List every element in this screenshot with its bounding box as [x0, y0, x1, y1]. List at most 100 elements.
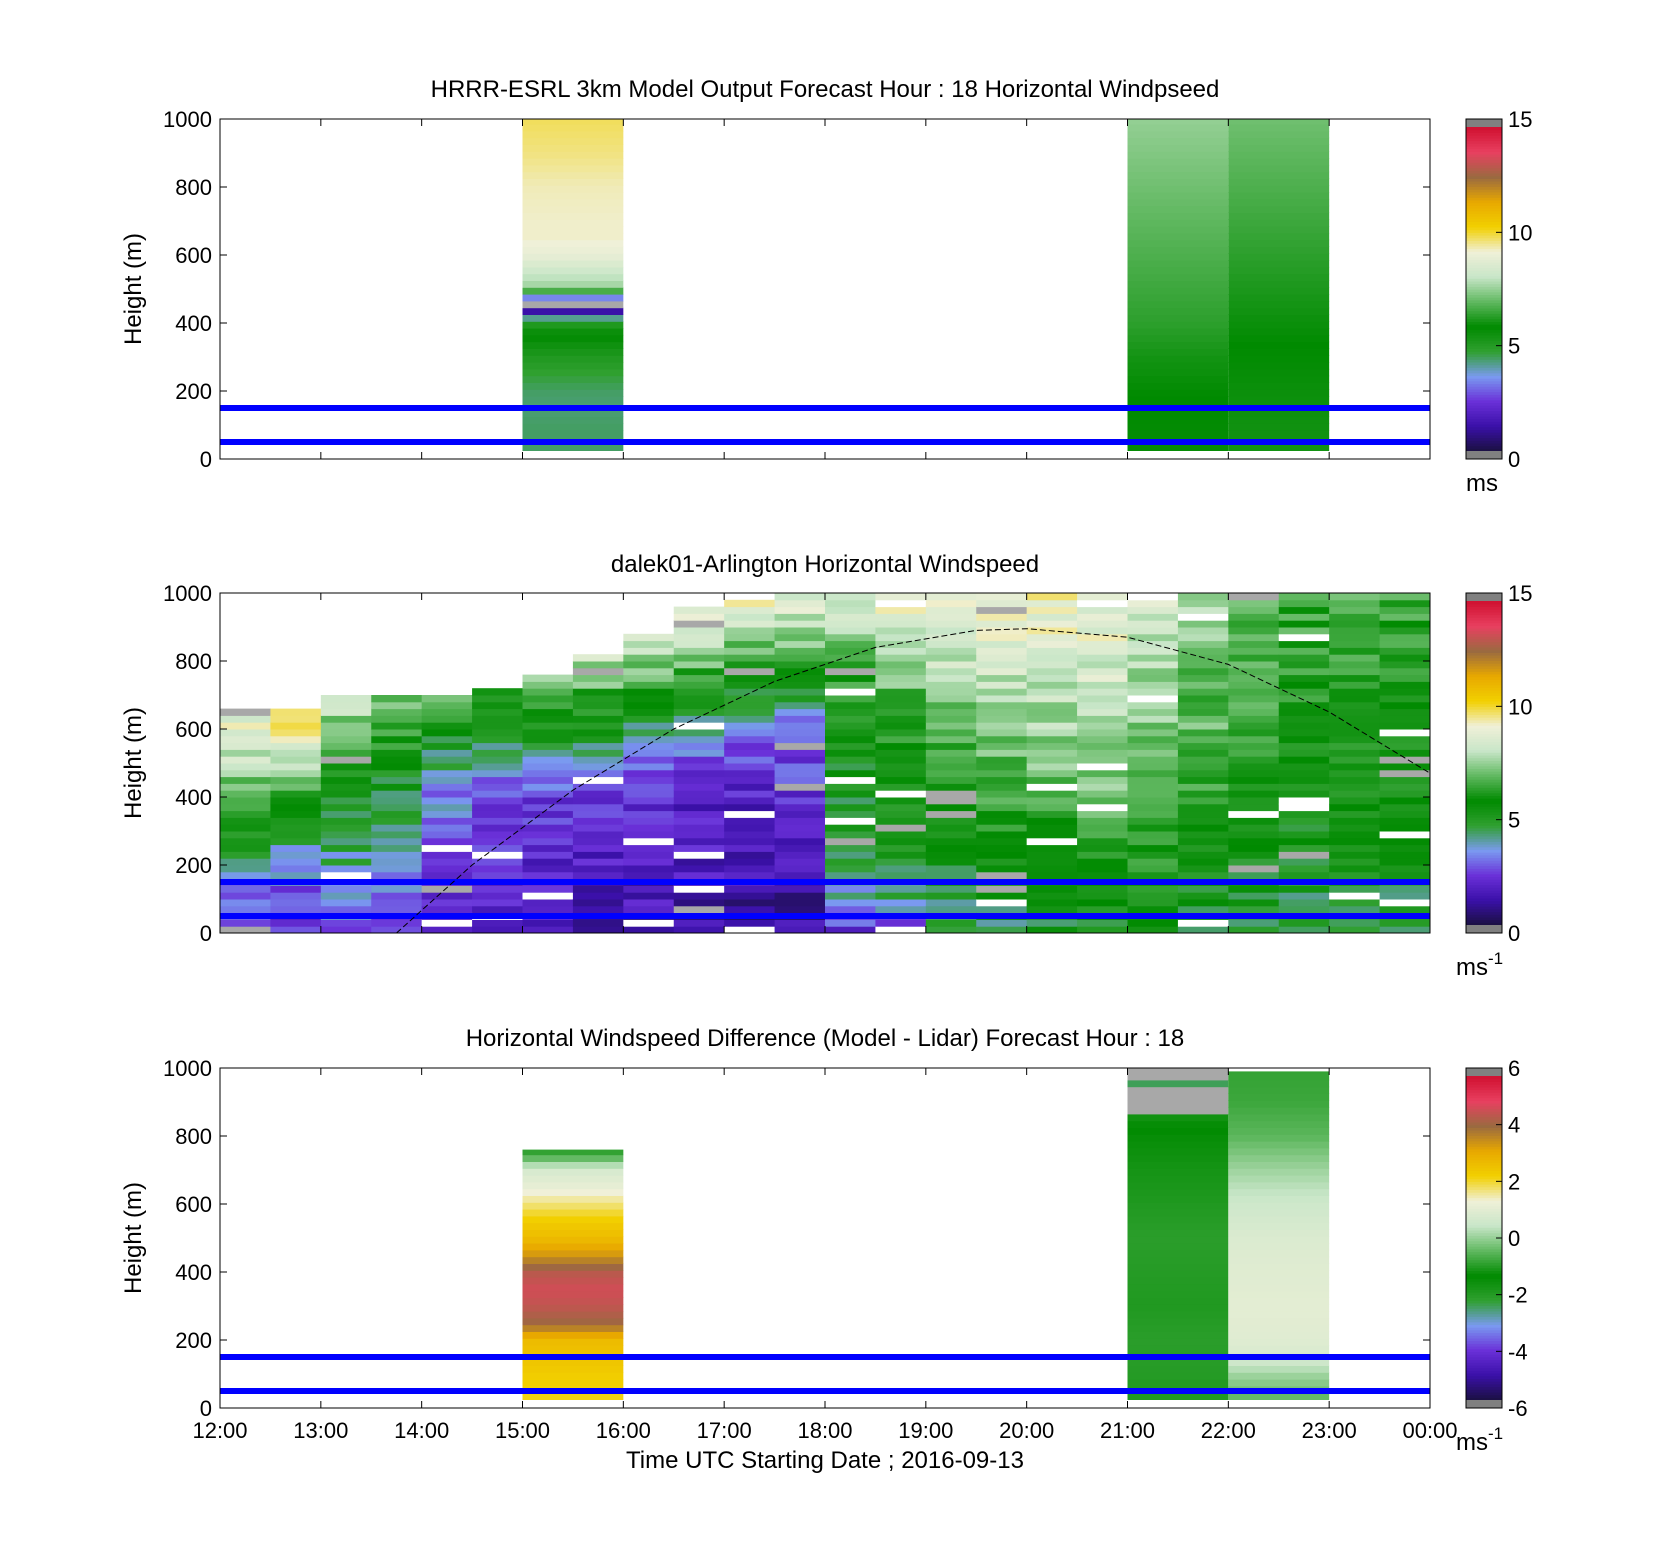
heatmap-cell: [472, 810, 523, 818]
heatmap-cell: [1278, 661, 1330, 669]
heatmap-cell: [1177, 769, 1229, 778]
heatmap-cell: [1278, 769, 1330, 778]
heatmap-cell: [623, 654, 675, 662]
heatmap-cell: [774, 667, 826, 676]
heatmap-cell: [1379, 681, 1430, 689]
colorbar-swatch: [1466, 448, 1502, 452]
colorbar-swatch: [1466, 216, 1502, 220]
heatmap-cell: [1127, 253, 1229, 261]
heatmap-cell: [1329, 742, 1381, 750]
colorbar-swatch: [1466, 1305, 1502, 1309]
heatmap-cell: [371, 892, 423, 900]
heatmap-cell: [774, 817, 826, 825]
heatmap-cell: [774, 708, 826, 716]
heatmap-cell: [522, 246, 624, 254]
colorbar-swatch: [1466, 1373, 1502, 1377]
colorbar-swatch: [1466, 1259, 1502, 1263]
heatmap-cell: [1379, 735, 1430, 744]
heatmap-cell: [925, 803, 977, 812]
x-axis-label: Time UTC Starting Date ; 2016-09-13: [626, 1447, 1024, 1474]
heatmap-cell: [673, 729, 725, 737]
heatmap-cell: [1379, 647, 1430, 655]
colorbar-tick-label: 10: [1508, 220, 1532, 245]
heatmap-cell: [220, 810, 271, 818]
heatmap-cell: [1278, 674, 1330, 682]
heatmap-cell: [1177, 722, 1229, 730]
heatmap-cell: [673, 715, 725, 723]
heatmap-cell: [371, 769, 423, 778]
heatmap-cell: [1329, 695, 1381, 703]
heatmap-cell: [875, 729, 927, 737]
heatmap-cell: [1026, 871, 1078, 880]
heatmap-cell: [1177, 627, 1229, 635]
heatmap-cell: [220, 892, 271, 900]
heatmap-cell: [925, 606, 977, 614]
heatmap-cell: [371, 735, 423, 744]
colorbar-swatch: [1466, 289, 1502, 293]
heatmap-cell: [724, 783, 776, 791]
heatmap-cell: [1379, 722, 1430, 730]
heatmap-cell: [320, 763, 372, 771]
heatmap-cell: [1379, 667, 1430, 676]
colorbar-swatch: [1466, 652, 1502, 656]
colorbar-swatch: [1466, 1278, 1502, 1282]
heatmap-cell: [371, 803, 423, 812]
heatmap-cell: [270, 790, 322, 798]
heatmap-cell: [623, 803, 675, 812]
heatmap-cell: [1177, 844, 1229, 852]
heatmap-cell: [1127, 1331, 1229, 1339]
heatmap-cell: [522, 212, 624, 220]
heatmap-cell: [1177, 640, 1229, 648]
colorbar-swatch: [1466, 251, 1502, 255]
heatmap-cell: [522, 362, 624, 370]
colorbar-swatch: [1466, 871, 1502, 875]
heatmap-cell: [1278, 647, 1330, 655]
heatmap-cell: [320, 729, 372, 737]
heatmap-cell: [1228, 763, 1280, 771]
colorbar-swatch: [1466, 1243, 1502, 1247]
heatmap-cell: [623, 899, 675, 907]
heatmap-cell: [1127, 783, 1179, 791]
heatmap-cell: [623, 926, 675, 933]
colorbar-swatch: [1466, 324, 1502, 328]
heatmap-cell: [825, 613, 876, 621]
heatmap-cell: [1127, 1290, 1229, 1298]
panel-difference: Horizontal Windspeed Difference (Model -…: [120, 1025, 1528, 1456]
colorbar-swatch: [1466, 1367, 1502, 1371]
heatmap-cell: [1228, 307, 1330, 315]
heatmap-cell: [673, 667, 725, 676]
colorbar-swatch: [1466, 1321, 1502, 1325]
heatmap-cell: [472, 701, 523, 710]
colorbar-swatch: [1466, 1221, 1502, 1226]
heatmap-cell: [220, 715, 271, 723]
heatmap-cell: [371, 797, 423, 805]
heatmap-cell: [875, 715, 927, 723]
heatmap-cell: [1228, 314, 1330, 322]
heatmap-cell: [572, 763, 624, 771]
colorbar-swatch: [1466, 1324, 1502, 1328]
colorbar-swatch: [1466, 208, 1502, 212]
heatmap-cell: [925, 627, 977, 635]
heatmap-cell: [1228, 226, 1330, 234]
colorbar-swatch: [1466, 792, 1502, 796]
heatmap-cell: [522, 899, 574, 907]
colorbar-swatch: [1466, 178, 1502, 182]
heatmap-cell: [1127, 1263, 1229, 1271]
heatmap-cell: [1127, 715, 1179, 723]
heatmap-cell: [371, 919, 423, 927]
colorbar-swatch: [1466, 429, 1502, 433]
x-tick-label: 17:00: [697, 1418, 752, 1443]
heatmap-cell: [1379, 701, 1430, 710]
heatmap-cell: [371, 790, 423, 798]
heatmap-cell: [1026, 919, 1078, 927]
colorbar-swatch: [1466, 916, 1502, 921]
y-tick-label: 1000: [163, 107, 212, 132]
colorbar-swatch: [1466, 1143, 1502, 1147]
heatmap-cell: [1228, 185, 1330, 193]
heatmap-cell: [1177, 729, 1229, 737]
colorbar-swatch: [1466, 717, 1502, 721]
heatmap-cell: [522, 1256, 624, 1264]
heatmap-cell: [774, 851, 826, 859]
heatmap-cell: [623, 790, 675, 798]
colorbar-swatch: [1466, 243, 1502, 247]
